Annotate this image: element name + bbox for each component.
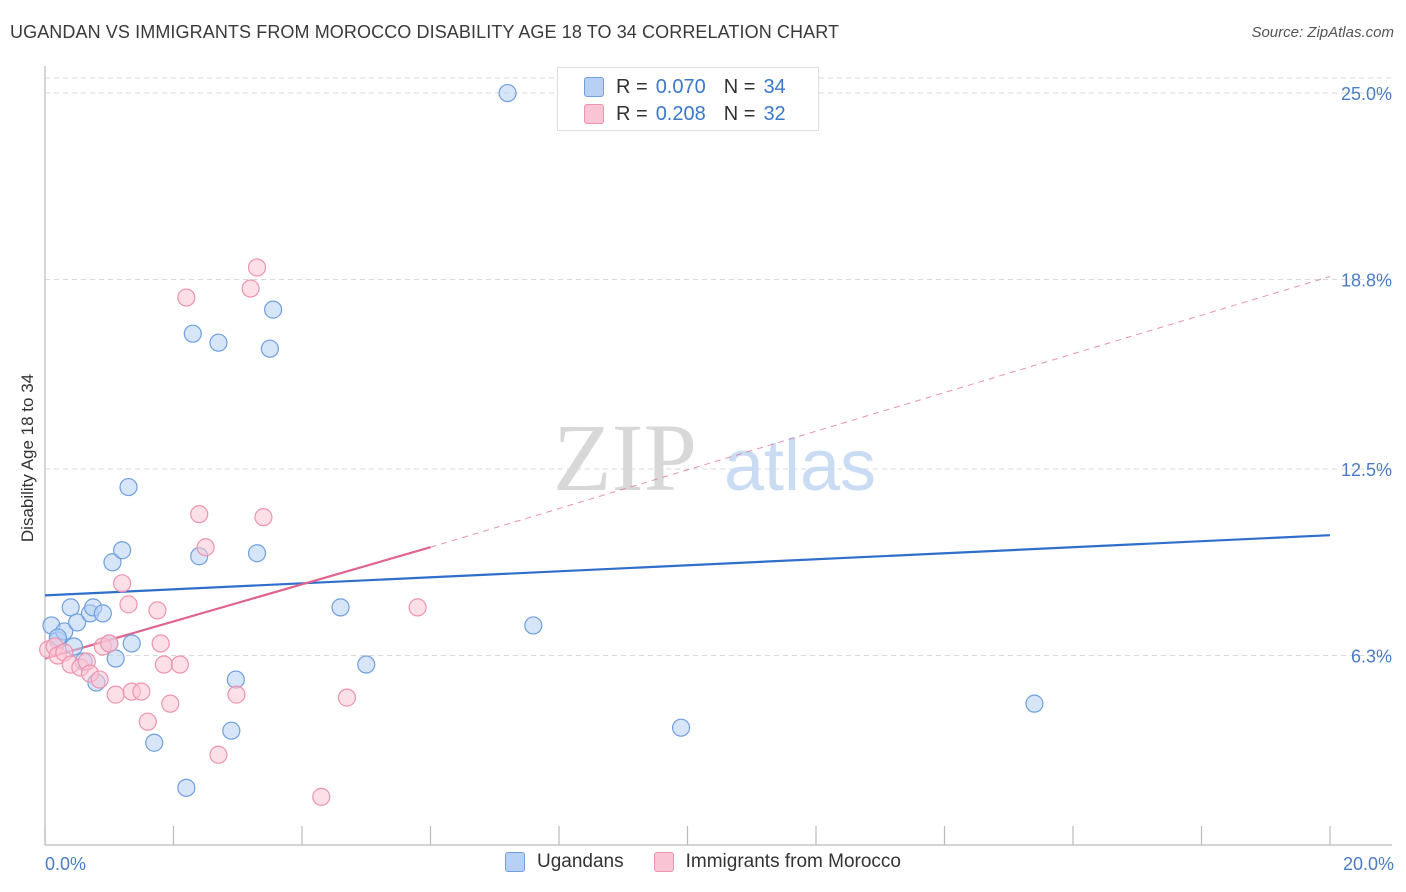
- morocco-point: [112, 574, 132, 593]
- legend-r-value: 0.208: [655, 102, 706, 125]
- chart-title: UGANDAN VS IMMIGRANTS FROM MOROCCO DISAB…: [10, 22, 840, 42]
- morocco-point: [254, 508, 273, 527]
- grid-lines: [45, 77, 1392, 657]
- morocco-point: [119, 595, 138, 614]
- ugandan-point: [145, 733, 164, 752]
- legend-r-label: R =: [616, 102, 648, 125]
- ugandan-point: [498, 83, 517, 103]
- morocco-point: [100, 634, 119, 653]
- morocco-point: [106, 685, 125, 704]
- ugandan-point: [357, 655, 376, 674]
- morocco-point: [132, 682, 151, 701]
- legend-swatch-pink: [584, 104, 604, 124]
- ugandan-point: [103, 553, 122, 572]
- series-legend: Ugandans Immigrants from Morocco: [0, 851, 1406, 873]
- morocco-trend-extension: [430, 276, 1331, 548]
- morocco-point: [138, 712, 157, 731]
- tick-labels: 6.3% 12.5% 18.8% 25.0% 0.0% 20.0%: [45, 84, 1394, 874]
- ugandan-point: [263, 300, 283, 319]
- legend-swatch-pink: [653, 852, 674, 872]
- ugandan-point: [106, 649, 125, 668]
- legend-label-morocco: Immigrants from Morocco: [685, 851, 901, 872]
- ugandan-point: [93, 604, 112, 623]
- legend-item-morocco: Immigrants from Morocco: [653, 851, 901, 873]
- x-tick-label: 0.0%: [45, 854, 86, 874]
- morocco-point: [190, 505, 209, 524]
- morocco-point: [241, 279, 260, 298]
- morocco-point: [90, 670, 109, 689]
- watermark-zip: ZIP: [553, 404, 697, 511]
- x-tick-label: 20.0%: [1343, 854, 1394, 874]
- legend-item-ugandans: Ugandans: [505, 851, 624, 873]
- legend-r-value: 0.070: [655, 75, 706, 98]
- legend-n-value: 32: [763, 102, 786, 125]
- ugandan-point: [183, 324, 202, 343]
- morocco-point: [408, 598, 427, 617]
- axes: [44, 66, 1392, 846]
- watermark: ZIP atlas: [553, 404, 876, 511]
- source-label: Source: ZipAtlas.com: [1251, 24, 1394, 41]
- y-tick-label: 18.8%: [1341, 271, 1392, 291]
- morocco-point: [161, 694, 180, 713]
- legend-n-label: N =: [723, 102, 756, 125]
- ugandan-point: [260, 339, 279, 358]
- ugandan-point: [222, 721, 241, 740]
- y-tick-label: 25.0%: [1341, 84, 1392, 104]
- ugandan-point: [209, 333, 228, 352]
- legend-r-label: R =: [616, 75, 648, 98]
- legend-n-label: N =: [723, 75, 756, 98]
- watermark-atlas: atlas: [724, 426, 876, 506]
- ugandan-point: [177, 778, 196, 797]
- morocco-point: [154, 655, 173, 674]
- morocco-point: [196, 538, 215, 557]
- morocco-point: [170, 655, 190, 674]
- morocco-point: [151, 634, 170, 653]
- morocco-point: [312, 787, 331, 806]
- morocco-point: [209, 745, 228, 764]
- ugandan-point: [68, 613, 87, 632]
- legend-n-value: 34: [763, 75, 786, 98]
- legend-swatch-blue: [505, 852, 525, 872]
- ugandan-trend-line: [44, 534, 1331, 597]
- morocco-point: [227, 685, 246, 704]
- ugandan-point: [61, 598, 80, 617]
- morocco-point: [337, 688, 357, 707]
- ugandan-point: [524, 616, 543, 635]
- ugandan-point: [671, 718, 691, 737]
- ugandan-point: [247, 544, 267, 563]
- ugandan-point: [122, 634, 141, 653]
- ugandan-point: [331, 598, 350, 617]
- morocco-point: [247, 258, 267, 277]
- stats-legend: R = 0.070 N = 34 R = 0.208 N = 32: [557, 67, 819, 131]
- ugandan-point: [119, 477, 138, 497]
- y-tick-label: 6.3%: [1351, 647, 1392, 667]
- morocco-point: [148, 601, 167, 620]
- ugandan-point: [112, 541, 132, 560]
- ugandan-point: [226, 670, 245, 689]
- legend-label-ugandans: Ugandans: [537, 851, 624, 872]
- ugandan-point: [1025, 694, 1044, 713]
- y-tick-label: 12.5%: [1341, 460, 1392, 480]
- data-points: [39, 83, 1044, 806]
- legend-swatch-blue: [584, 77, 604, 97]
- legend-row-ugandans: R = 0.070 N = 34: [584, 75, 804, 99]
- legend-row-morocco: R = 0.208 N = 32: [584, 102, 804, 126]
- morocco-point: [177, 288, 196, 307]
